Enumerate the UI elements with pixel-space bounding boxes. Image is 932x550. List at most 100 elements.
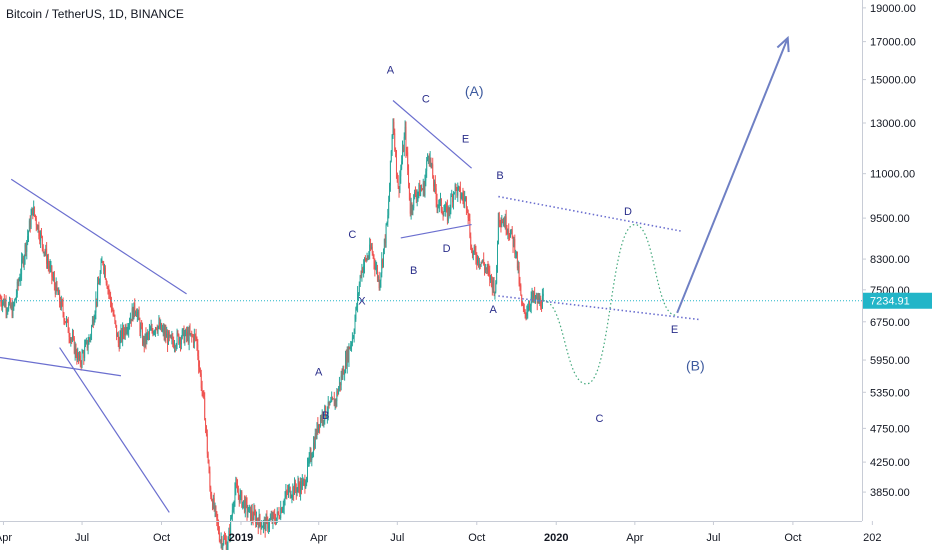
candle-body [325, 405, 327, 417]
candle-body [524, 310, 526, 313]
candle [433, 175, 435, 192]
candle [459, 181, 461, 204]
candle-body [158, 322, 160, 327]
candle [105, 278, 107, 286]
candle [211, 491, 213, 502]
wave-label: B [322, 410, 329, 422]
candle-body [287, 491, 289, 493]
candle [330, 396, 332, 403]
candle [455, 183, 457, 191]
candle [61, 298, 63, 307]
candle [224, 533, 226, 545]
trendline[interactable] [10, 178, 187, 295]
candle [517, 260, 519, 274]
candle-body [71, 338, 73, 340]
candle-body [43, 251, 45, 253]
candle [143, 335, 145, 353]
candle-body [382, 259, 384, 264]
candle-body [149, 329, 151, 331]
candle-body [67, 319, 69, 333]
candle-body [129, 318, 131, 324]
candle-body [168, 332, 170, 337]
candle-body [528, 306, 530, 312]
candle-body [290, 497, 292, 499]
price-axis[interactable]: 3850.00 4250.00 4750.00 5350.00 5950.00 6750.… [862, 0, 932, 550]
candle [418, 182, 420, 199]
candle [526, 305, 528, 320]
candle-body [145, 333, 147, 342]
candle [151, 323, 153, 334]
candle [503, 216, 505, 228]
trendline[interactable] [400, 223, 472, 239]
candle-body [89, 338, 91, 340]
wave-label: C [348, 229, 356, 241]
candle [420, 184, 422, 192]
candle-body [210, 487, 212, 497]
candle [357, 292, 359, 302]
trendline[interactable] [498, 195, 682, 232]
candle-body [379, 280, 381, 289]
candle-body [487, 266, 489, 270]
candle-body [82, 352, 84, 354]
candle [55, 277, 57, 295]
x-tick-label: Jul [706, 532, 720, 544]
candle [60, 295, 62, 311]
trendline[interactable] [392, 100, 472, 169]
time-axis[interactable]: Apr Jul Oct 2019 Apr Jul Oct 2020 Apr Jul Oct 202 [0, 521, 882, 544]
candle [348, 343, 350, 367]
candle-body [115, 320, 117, 325]
candle-body [80, 363, 82, 365]
trendline[interactable] [59, 347, 170, 513]
candle [158, 315, 160, 330]
candle [204, 392, 206, 421]
candle-body [283, 500, 285, 508]
candle-body [402, 147, 404, 152]
candle [378, 271, 380, 291]
candle-body [12, 304, 14, 317]
candle [415, 189, 417, 204]
candle-body [178, 334, 180, 344]
candle [15, 297, 17, 300]
candle [450, 193, 452, 215]
candle [302, 477, 304, 486]
candle [283, 498, 285, 515]
candle [355, 306, 357, 322]
candle-body [55, 282, 57, 294]
candle [395, 149, 397, 179]
candle [252, 511, 254, 526]
candle [471, 247, 473, 259]
candle-body [143, 338, 145, 346]
candle-body [120, 330, 122, 337]
candle-body [250, 506, 251, 520]
candle-body [276, 511, 278, 518]
candle-body [122, 327, 124, 340]
candle-body [433, 178, 435, 187]
candle-body [385, 224, 387, 244]
candle-body [484, 264, 486, 270]
candle [286, 489, 288, 500]
candle-body [281, 508, 283, 513]
candle-body [27, 235, 29, 241]
trendline[interactable] [0, 356, 122, 377]
trendline[interactable] [498, 295, 700, 321]
candle-body [495, 283, 497, 292]
candle-body [303, 480, 305, 481]
candle [381, 252, 383, 278]
candle [413, 194, 415, 211]
candle [350, 340, 352, 352]
candle [104, 265, 106, 280]
candle-body [334, 399, 336, 407]
candle [215, 505, 217, 517]
candle-body [180, 338, 182, 345]
candle [535, 292, 537, 300]
candle-body [441, 210, 443, 213]
candle [99, 270, 101, 286]
candle-body [6, 310, 8, 312]
candle-body [492, 280, 494, 290]
candle [69, 332, 71, 344]
forecast-arrow-shaft[interactable] [676, 37, 789, 314]
candle-body [44, 251, 46, 253]
candle-body [454, 184, 456, 193]
candle-body [418, 184, 420, 193]
